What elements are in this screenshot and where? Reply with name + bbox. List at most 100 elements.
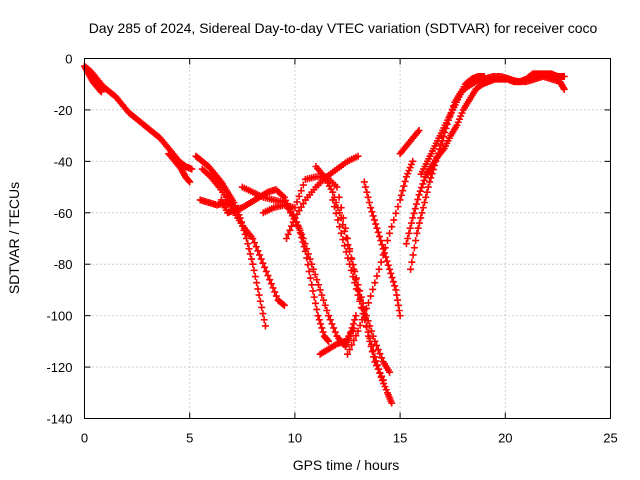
data-point-arc-14 <box>358 316 366 324</box>
data-point-arc-8 <box>291 204 299 212</box>
data-point-arc-12 <box>392 286 400 294</box>
data-point-arc-7 <box>326 316 334 324</box>
data-point-arc-14 <box>360 310 368 318</box>
data-point-arc-10 <box>342 234 350 242</box>
data-point-arc-10 <box>378 354 386 362</box>
data-point-arc-7 <box>298 230 306 238</box>
data-point-arc-12 <box>383 257 391 265</box>
data-point-arc-16 <box>420 176 428 184</box>
data-point-arc-10 <box>367 327 375 335</box>
x-tick-label: 20 <box>498 431 512 446</box>
data-point-arc-10 <box>386 368 394 376</box>
data-point-arc-12 <box>396 312 404 320</box>
data-point-arc-17 <box>437 141 445 149</box>
data-point-arc-7 <box>304 250 312 258</box>
data-point-arc-4 <box>280 301 288 309</box>
data-point-arc-14 <box>401 177 409 185</box>
data-point-arc-14 <box>381 244 389 252</box>
data-point-arc-10 <box>329 188 337 196</box>
data-point-arc-17 <box>409 251 417 259</box>
data-point-arc-7 <box>331 328 339 336</box>
data-point-arc-11 <box>357 303 365 311</box>
data-point-arc-17 <box>439 133 447 141</box>
data-point-arc-14 <box>392 209 400 217</box>
data-point-arc-14 <box>383 237 391 245</box>
data-point-arc-11 <box>356 297 364 305</box>
data-point-arc-14 <box>354 327 362 335</box>
data-point-arc-17 <box>414 224 422 232</box>
data-point-arc-11 <box>367 340 375 348</box>
data-point-arc-17 <box>434 149 442 157</box>
data-point-arc-9 <box>291 214 299 222</box>
data-point-arc-11 <box>371 353 379 361</box>
data-point-arc-14 <box>344 350 351 358</box>
data-point-arc-11 <box>336 223 344 231</box>
data-point-arc-6 <box>306 274 314 282</box>
y-tick-label: -80 <box>54 257 73 272</box>
data-point-arc-11 <box>342 248 350 256</box>
data-point-arc-12 <box>377 237 385 245</box>
data-point-arc-4 <box>271 288 279 296</box>
data-point-arc-16 <box>404 235 412 242</box>
data-point-arc-6 <box>308 281 316 289</box>
data-point-arc-9 <box>286 226 294 234</box>
y-axis-label: SDTVAR / TECUs <box>6 182 22 294</box>
data-point-arc-4 <box>256 251 264 259</box>
data-point-arc-14 <box>375 265 383 273</box>
data-point-arc-7 <box>330 324 338 332</box>
data-point-arc-9 <box>354 152 362 160</box>
x-axis-label: GPS time / hours <box>293 457 400 473</box>
data-point-arc-7 <box>308 260 316 268</box>
data-point-arc-3 <box>254 285 262 293</box>
y-tick-label: -40 <box>54 154 73 169</box>
data-point-arc-3 <box>259 310 267 318</box>
data-point-arc-11 <box>329 196 337 204</box>
data-point-arc-14 <box>396 196 404 204</box>
data-point-arc-7 <box>325 312 333 320</box>
data-point-arc-6 <box>314 312 322 320</box>
data-point-arc-17 <box>408 258 416 266</box>
data-point-arc-17 <box>418 209 426 217</box>
data-point-arc-12 <box>375 232 383 240</box>
ticks-layer: 0 5 10 15 20 25 0 -20 -40 -60 -80 -100 -120 -140 <box>46 52 617 446</box>
data-point-arc-12 <box>363 188 371 196</box>
data-point-arc-11 <box>334 216 342 224</box>
data-point-arc-2 <box>186 178 194 186</box>
data-point-arc-12 <box>384 261 392 269</box>
data-point-arc-4 <box>267 280 275 288</box>
data-point-arc-4 <box>251 239 259 247</box>
data-point-arc-4 <box>261 263 269 271</box>
data-point-arc-14 <box>346 346 354 354</box>
data-point-arc-7 <box>321 301 329 309</box>
data-point-arc-14 <box>373 272 381 280</box>
data-point-arc-12 <box>394 296 402 304</box>
data-point-arc-18 <box>480 73 488 80</box>
data-point-arc-14 <box>397 191 405 199</box>
data-point-arc-14 <box>369 285 377 293</box>
data-point-arc-7 <box>323 307 331 314</box>
data-point-arc-12 <box>395 307 403 314</box>
data-point-arc-11 <box>388 399 396 407</box>
data-point-arc-14 <box>399 187 407 195</box>
data-point-arc-4 <box>272 292 280 300</box>
data-point-arc-6 <box>305 267 313 275</box>
data-point-arc-9 <box>299 200 307 208</box>
y-tick-label: -100 <box>46 309 72 324</box>
data-point-arc-16 <box>560 73 568 80</box>
data-point-arc-11 <box>352 285 360 293</box>
data-point-arc-17 <box>423 188 431 196</box>
data-point-arc-10 <box>344 241 352 249</box>
data-point-arc-11 <box>341 242 349 250</box>
data-point-arc-4 <box>264 272 272 280</box>
data-point-arc-14 <box>394 203 402 211</box>
data-point-arc-16 <box>407 219 415 227</box>
data-point-arc-17 <box>410 244 418 252</box>
data-point-arc-14 <box>356 321 364 329</box>
data-point-arc-1b <box>96 87 104 95</box>
data-point-arc-9 <box>288 222 296 230</box>
data-point-arc-3 <box>244 240 252 248</box>
y-tick-label: -140 <box>46 412 72 427</box>
data-point-arc-3 <box>253 279 261 287</box>
x-tick-label: 5 <box>186 431 193 446</box>
data-point-arc-3 <box>251 273 259 281</box>
